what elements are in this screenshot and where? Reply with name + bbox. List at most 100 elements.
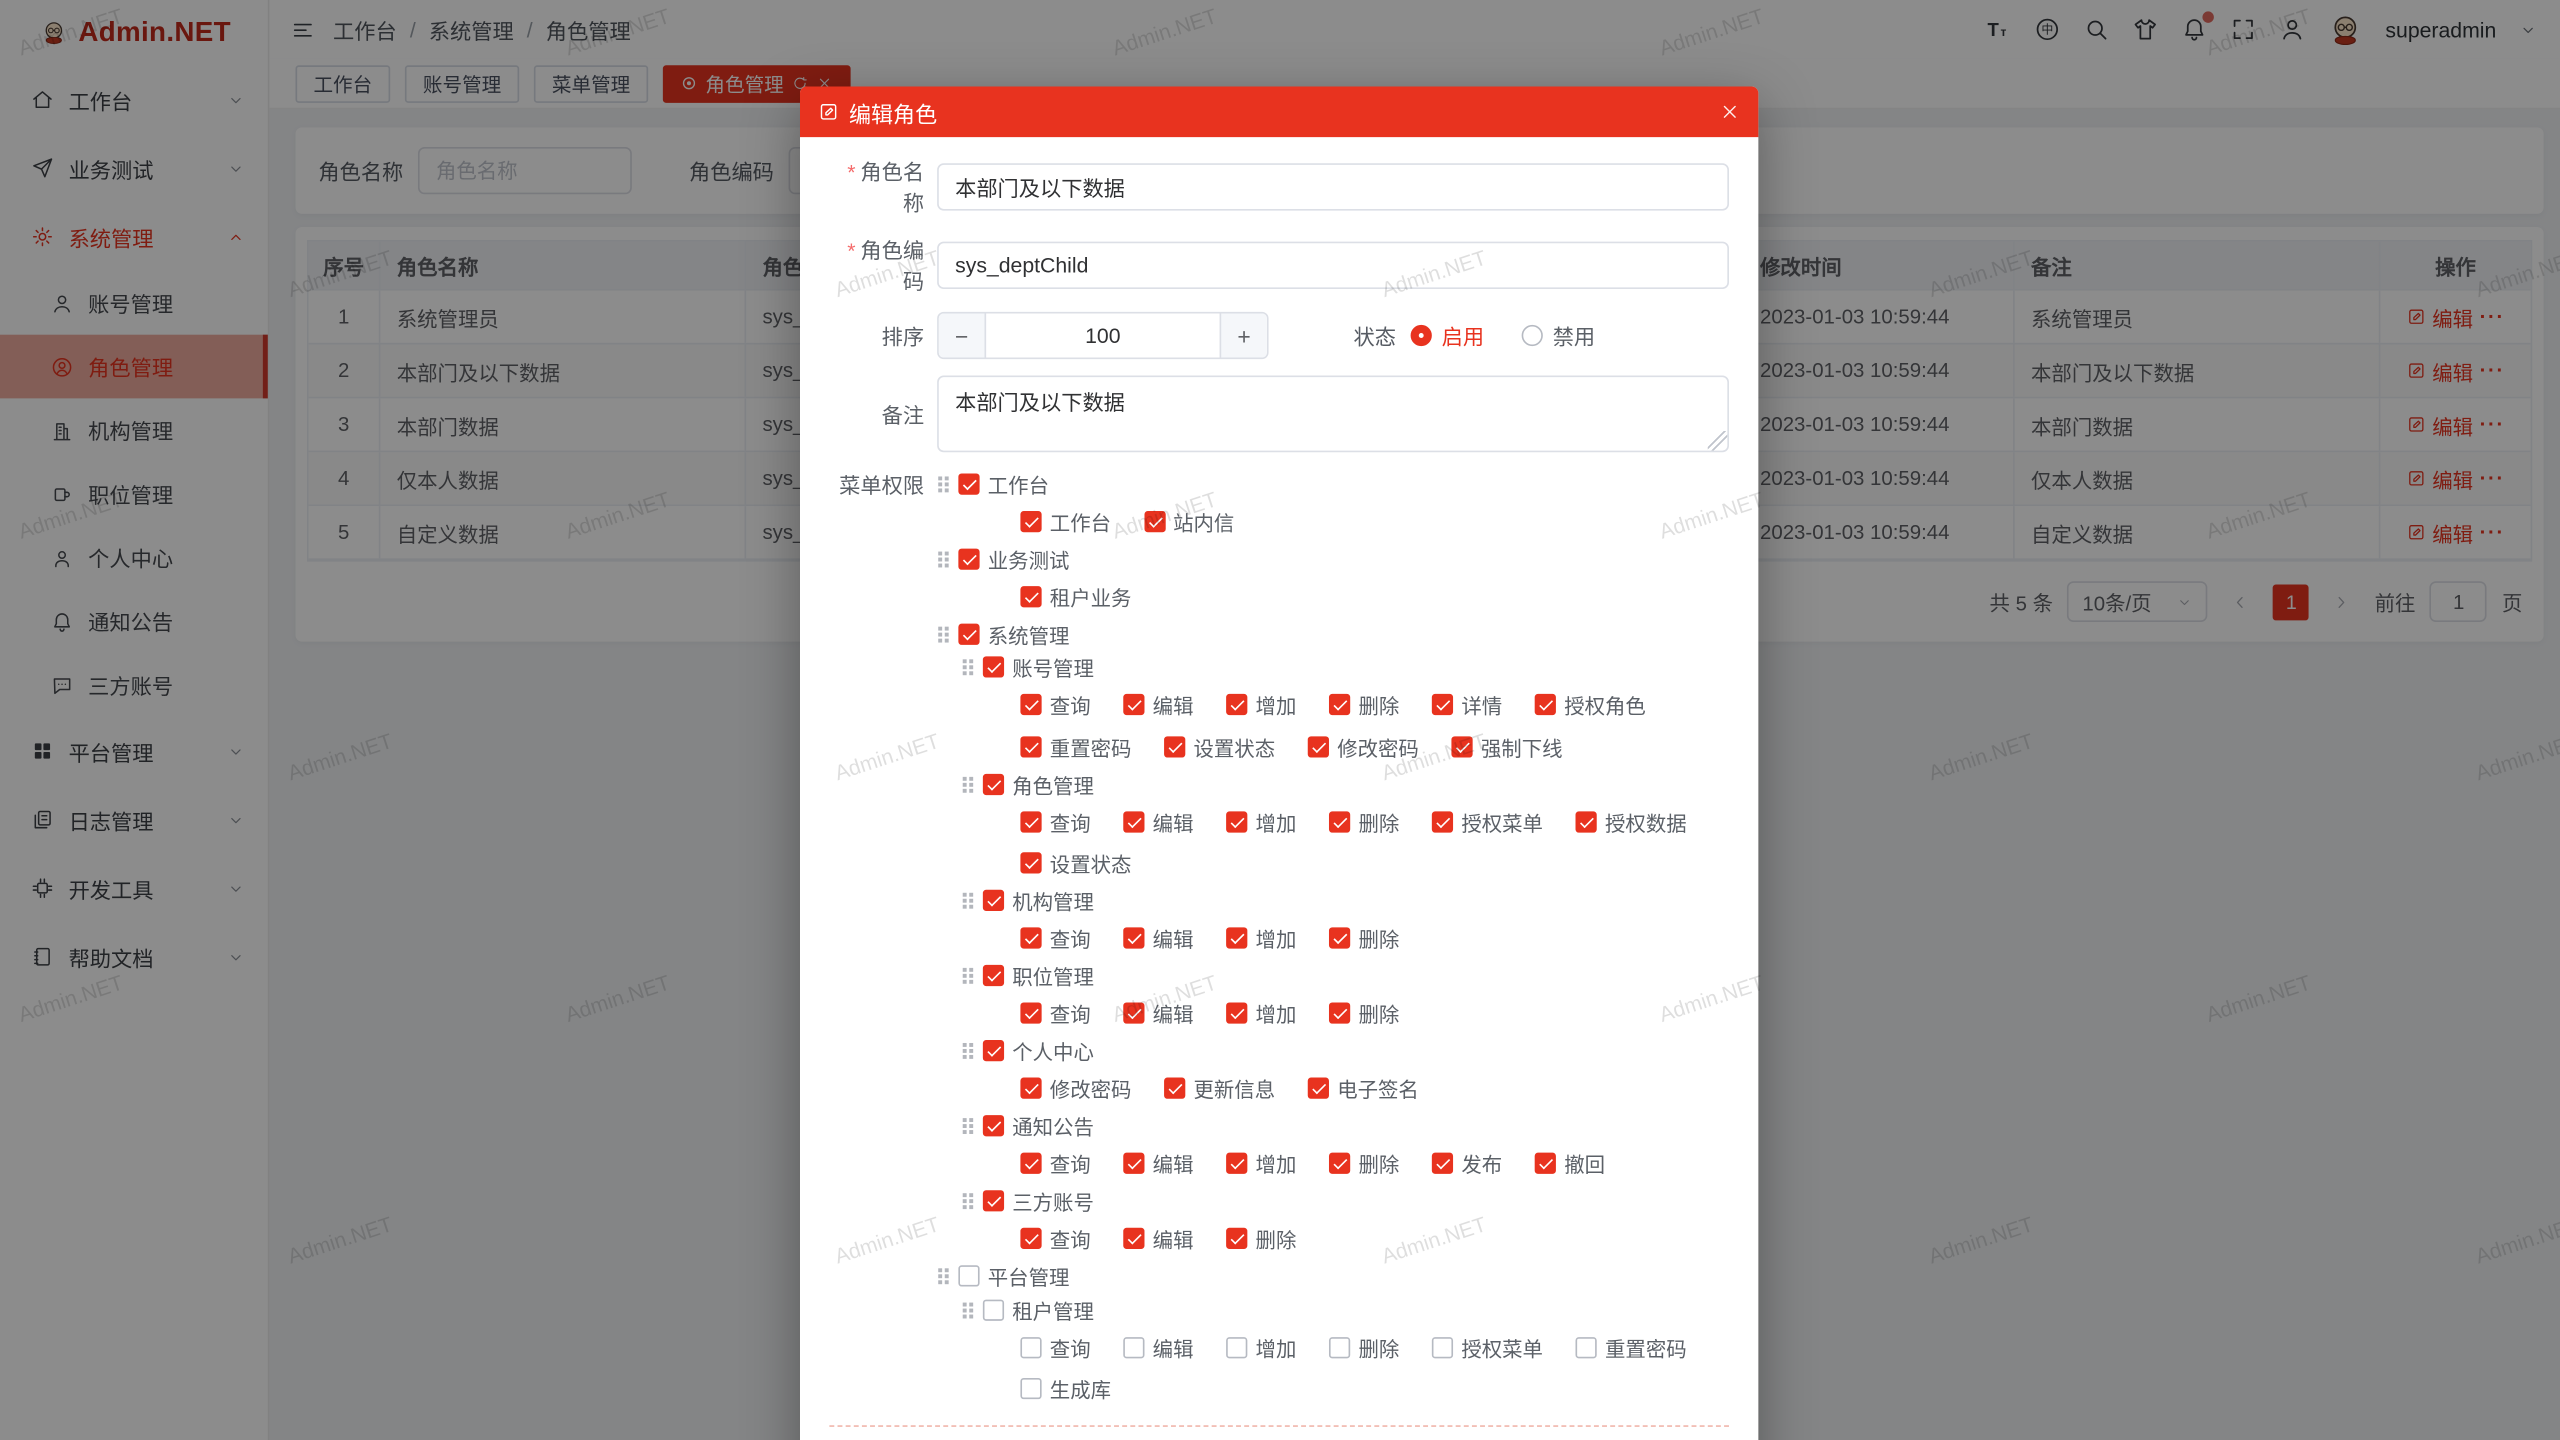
permission-checkbox[interactable] <box>1226 1152 1248 1174</box>
permission-item[interactable]: 授权角色 <box>1534 689 1646 720</box>
tab[interactable]: 账号管理 <box>404 64 520 103</box>
profile-icon[interactable] <box>2279 16 2305 42</box>
permission-item[interactable]: 编辑 <box>1123 1223 1194 1254</box>
notification-icon[interactable] <box>2181 11 2214 42</box>
sidebar-subitem[interactable]: 职位管理 <box>0 462 268 526</box>
more-actions-button[interactable]: ··· <box>2479 305 2505 329</box>
permission-item[interactable]: 查询 <box>1020 922 1091 953</box>
permission-item[interactable]: 授权数据 <box>1575 806 1687 837</box>
permission-item[interactable]: 删除 <box>1329 922 1399 953</box>
drag-handle-icon[interactable] <box>962 1042 975 1060</box>
breadcrumb-item[interactable]: 系统管理 <box>428 18 514 44</box>
drag-handle-icon[interactable] <box>962 967 975 985</box>
permission-checkbox[interactable] <box>1020 510 1042 532</box>
tree-checkbox[interactable] <box>982 964 1005 987</box>
sidebar-subitem[interactable]: 账号管理 <box>0 271 268 335</box>
drag-handle-icon[interactable] <box>962 775 975 793</box>
avatar[interactable] <box>2328 12 2362 46</box>
permission-checkbox[interactable] <box>1431 693 1454 716</box>
more-actions-button[interactable]: ··· <box>2479 413 2505 436</box>
edit-row-button[interactable]: 编辑 <box>2432 523 2474 547</box>
permission-item[interactable]: 授权菜单 <box>1431 806 1543 837</box>
permission-item[interactable]: 编辑 <box>1123 1331 1194 1362</box>
permission-checkbox[interactable] <box>1020 1336 1042 1358</box>
permission-item[interactable]: 详情 <box>1431 689 1502 720</box>
sidebar-item[interactable]: 帮助文档 <box>0 922 268 991</box>
tree-checkbox[interactable] <box>982 1190 1005 1212</box>
sidebar-subitem[interactable]: 个人中心 <box>0 526 268 590</box>
permission-checkbox[interactable] <box>1329 1002 1351 1024</box>
permission-checkbox[interactable] <box>1307 735 1330 757</box>
goto-page-input[interactable] <box>2430 581 2488 623</box>
permission-item[interactable]: 强制下线 <box>1451 731 1563 762</box>
permission-item[interactable]: 删除 <box>1226 1223 1296 1254</box>
permission-checkbox[interactable] <box>1575 810 1597 832</box>
more-actions-button[interactable]: ··· <box>2479 466 2505 490</box>
sidebar-subitem[interactable]: 三方账号 <box>0 653 268 717</box>
drag-handle-icon[interactable] <box>937 474 950 492</box>
permission-item[interactable]: 增加 <box>1226 998 1296 1029</box>
permission-checkbox[interactable] <box>1123 810 1145 832</box>
tree-checkbox[interactable] <box>958 472 980 494</box>
permission-item[interactable]: 更新信息 <box>1164 1073 1275 1104</box>
tree-checkbox[interactable] <box>982 1115 1005 1137</box>
sidebar-subitem[interactable]: 角色管理 <box>0 334 268 399</box>
permission-item[interactable]: 电子签名 <box>1307 1073 1419 1104</box>
tree-checkbox[interactable] <box>958 622 980 645</box>
tab[interactable]: 工作台 <box>295 64 391 103</box>
sidebar-item[interactable]: 平台管理 <box>0 717 268 786</box>
tab-active[interactable]: 角色管理 <box>662 64 851 103</box>
permission-checkbox[interactable] <box>1164 1077 1186 1099</box>
permission-item[interactable]: 站内信 <box>1143 505 1234 536</box>
sidebar-item[interactable]: 日志管理 <box>0 785 268 854</box>
role-code-input[interactable] <box>937 240 1729 289</box>
page-size-select[interactable]: 10条/页 <box>2067 581 2209 623</box>
permission-item[interactable]: 重置密码 <box>1575 1331 1687 1362</box>
tree-checkbox[interactable] <box>982 773 1005 795</box>
permission-checkbox[interactable] <box>1123 1227 1145 1249</box>
permission-item[interactable]: 撤回 <box>1534 1148 1605 1179</box>
decrease-button[interactable]: − <box>938 313 987 358</box>
permission-checkbox[interactable] <box>1226 810 1248 832</box>
permission-checkbox[interactable] <box>1329 1336 1351 1358</box>
drag-handle-icon[interactable] <box>962 658 975 676</box>
fullscreen-icon[interactable] <box>2230 16 2256 42</box>
permission-checkbox[interactable] <box>1020 852 1042 874</box>
permission-item[interactable]: 设置状态 <box>1020 847 1131 878</box>
permission-checkbox[interactable] <box>1123 927 1145 949</box>
theme-icon[interactable] <box>2132 16 2158 42</box>
permission-item[interactable]: 删除 <box>1329 1148 1399 1179</box>
permission-item[interactable]: 重置密码 <box>1020 731 1131 762</box>
permission-checkbox[interactable] <box>1451 735 1473 757</box>
tab[interactable]: 菜单管理 <box>533 64 649 103</box>
permission-item[interactable]: 删除 <box>1329 1331 1399 1362</box>
permission-item[interactable]: 查询 <box>1020 689 1091 720</box>
permission-checkbox[interactable] <box>1020 585 1042 607</box>
drag-handle-icon[interactable] <box>962 1192 975 1210</box>
permission-item[interactable]: 租户业务 <box>1020 580 1131 611</box>
edit-row-button[interactable]: 编辑 <box>2432 307 2474 331</box>
tree-checkbox[interactable] <box>982 1039 1005 1062</box>
permission-item[interactable]: 增加 <box>1226 922 1296 953</box>
permission-item[interactable]: 修改密码 <box>1307 731 1419 762</box>
username[interactable]: superadmin <box>2385 17 2497 42</box>
permission-item[interactable]: 增加 <box>1226 1148 1296 1179</box>
radio-disabled[interactable]: 禁用 <box>1521 320 1595 351</box>
close-icon[interactable] <box>1719 101 1740 122</box>
drag-handle-icon[interactable] <box>937 1267 950 1285</box>
drag-handle-icon[interactable] <box>937 549 950 567</box>
sidebar-item[interactable]: 工作台 <box>0 65 268 134</box>
permission-item[interactable]: 编辑 <box>1123 998 1194 1029</box>
breadcrumb-item[interactable]: 工作台 <box>333 18 397 44</box>
permission-item[interactable]: 修改密码 <box>1020 1073 1131 1104</box>
permission-checkbox[interactable] <box>1431 1152 1454 1174</box>
permission-item[interactable]: 查询 <box>1020 806 1091 837</box>
permission-item[interactable]: 删除 <box>1329 689 1399 720</box>
sidebar-item[interactable]: 系统管理 <box>0 202 268 271</box>
permission-checkbox[interactable] <box>1329 927 1351 949</box>
sidebar-item[interactable]: 开发工具 <box>0 854 268 923</box>
permission-checkbox[interactable] <box>1020 1152 1042 1174</box>
role-name-search-input[interactable] <box>417 146 632 195</box>
permission-item[interactable]: 增加 <box>1226 689 1296 720</box>
